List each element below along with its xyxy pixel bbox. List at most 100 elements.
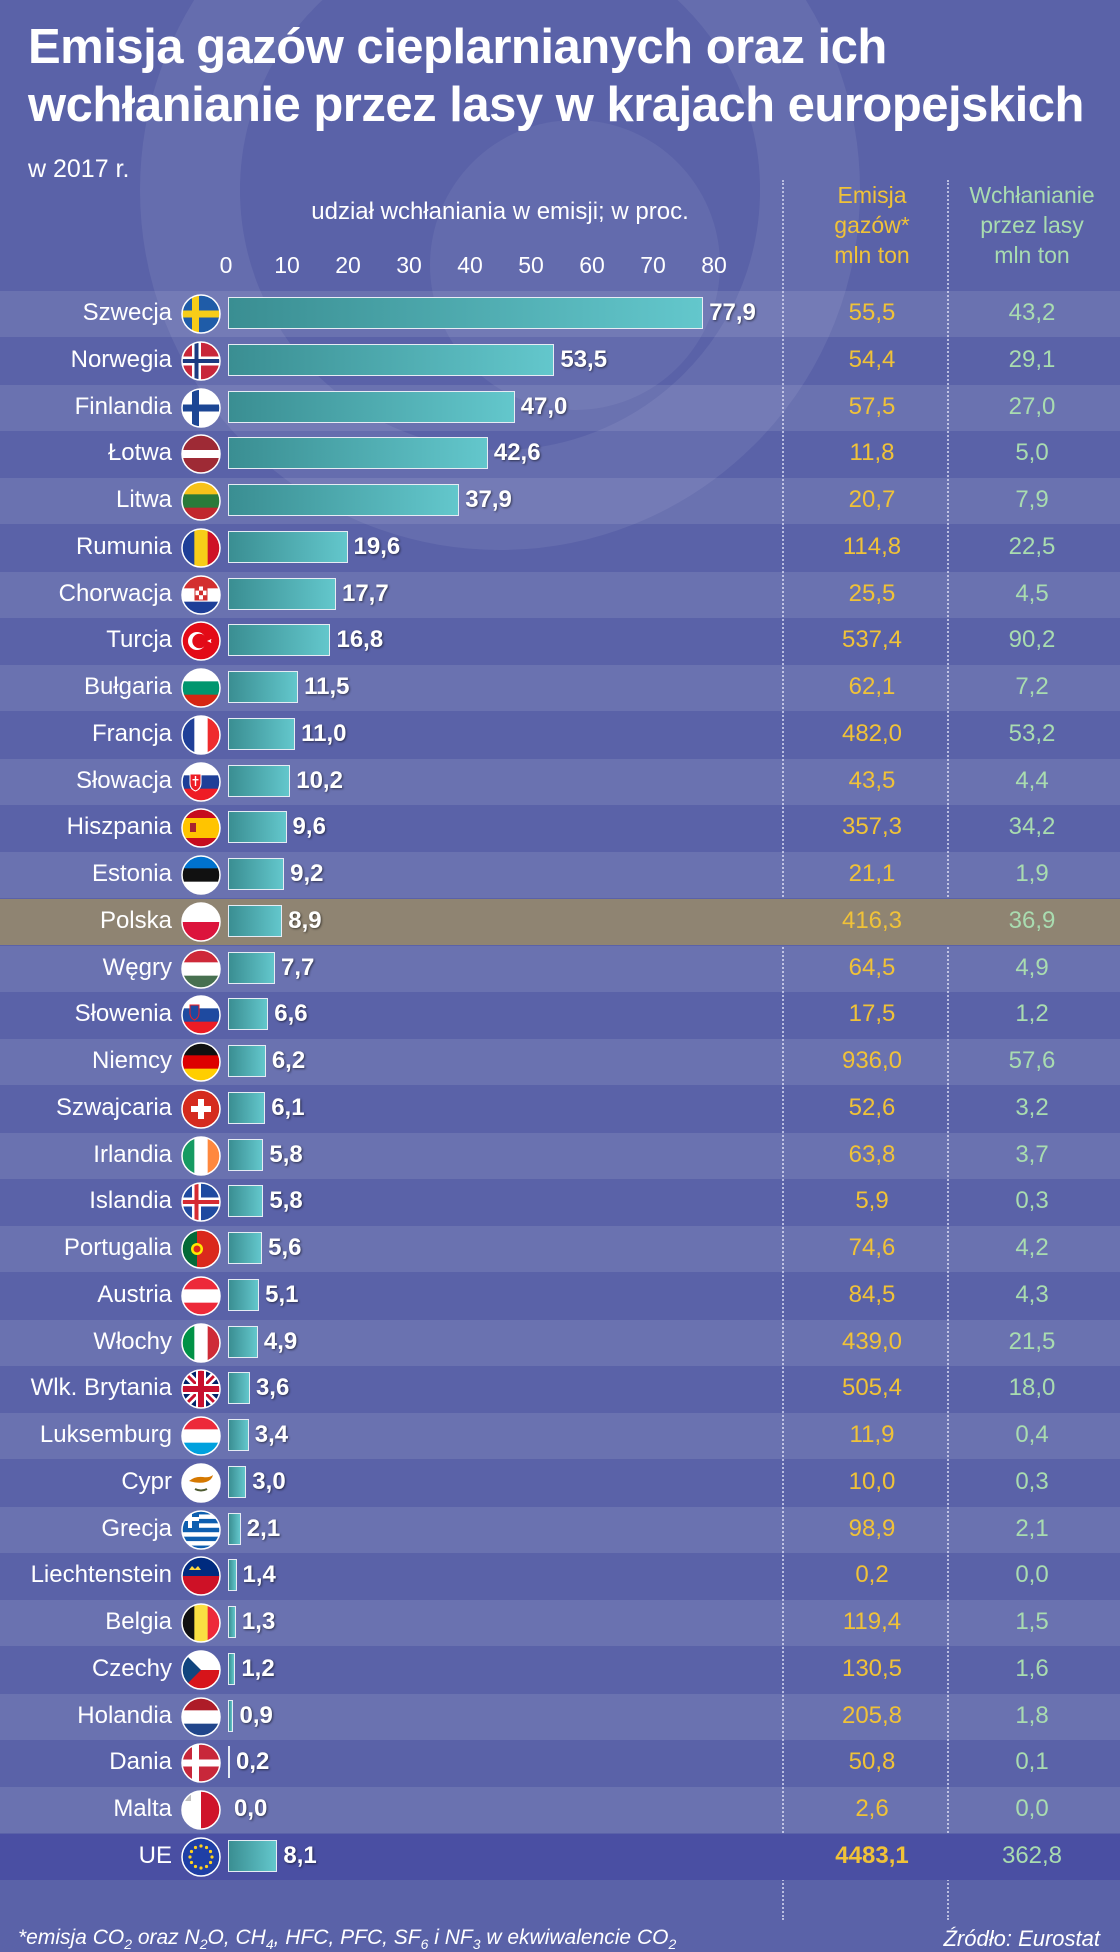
absorption-value: 18,0	[1008, 1374, 1056, 1402]
bar	[228, 1839, 278, 1872]
emission-header-line: Emisja	[837, 182, 907, 208]
absorption-value: 1,2	[1015, 1000, 1049, 1028]
country-row: Francja 11,0 482,0 53,2	[0, 712, 1120, 758]
country-row: Czechy 1,2 130,5 1,6	[0, 1647, 1120, 1693]
bar	[228, 1091, 266, 1124]
bar	[228, 1325, 258, 1358]
country-row: Dania 0,2 50,8 0,1	[0, 1740, 1120, 1786]
bar-value-label: 6,6	[274, 1000, 308, 1028]
emission-value: 98,9	[848, 1514, 896, 1542]
czechia-flag	[181, 1650, 221, 1690]
country-row: Słowenia 6,6 17,5 1,2	[0, 992, 1120, 1038]
bar-value-label: 11,0	[301, 719, 347, 747]
country-label: Liechtenstein	[30, 1561, 172, 1589]
country-row: Niemcy 6,2 936,0 57,6	[0, 1039, 1120, 1085]
x-axis-tick-label: 30	[396, 252, 422, 278]
absorption-value: 1,5	[1015, 1608, 1049, 1635]
bar	[228, 530, 348, 563]
estonia-flag	[181, 855, 221, 895]
absorption-value: 1,6	[1015, 1654, 1049, 1682]
bar-value-label: 37,9	[465, 486, 512, 513]
emission-value: 55,5	[848, 299, 896, 326]
source-note: Źródło: Eurostat	[943, 1926, 1100, 1951]
country-label: Portugalia	[63, 1234, 172, 1261]
emission-value: 52,6	[848, 1093, 896, 1121]
emission-value: 21,1	[848, 860, 896, 887]
country-label: Czechy	[91, 1654, 172, 1682]
bar-value-label: 6,1	[271, 1093, 305, 1121]
absorption-value: 362,8	[1001, 1841, 1063, 1869]
bar	[228, 1372, 250, 1405]
bar-value-label: 5,8	[269, 1187, 303, 1215]
bar	[228, 717, 296, 750]
country-label: Malta	[113, 1795, 172, 1822]
emission-value: 505,4	[841, 1374, 903, 1402]
absorption-column-header: Wchłanianie przez lasy mln ton	[942, 180, 1120, 270]
emission-value: 119,4	[842, 1608, 902, 1635]
country-label: Rumunia	[75, 532, 172, 560]
emission-value: 54,4	[848, 345, 896, 373]
malta-flag	[181, 1790, 221, 1830]
bar-value-label: 11,5	[304, 673, 350, 700]
country-row: Norwegia 53,5 54,4 29,1	[0, 338, 1120, 384]
absorption-value: 2,1	[1015, 1514, 1049, 1542]
bar-value-label: 3,0	[252, 1467, 286, 1495]
bar-value-label: 3,4	[254, 1421, 289, 1448]
poland-flag	[181, 902, 221, 942]
country-label: Belgia	[105, 1608, 172, 1635]
bar	[228, 484, 460, 516]
absorption-value: 7,9	[1015, 486, 1049, 513]
denmark-flag	[181, 1743, 221, 1783]
bar-value-label: 1,2	[241, 1654, 275, 1682]
bar-value-label: 5,1	[265, 1280, 299, 1308]
bulgaria-flag	[181, 668, 221, 708]
country-row: Chorwacja 17,7 25,5 4,5	[0, 571, 1120, 618]
bar	[228, 1278, 260, 1311]
romania-flag	[181, 528, 221, 568]
bar-value-label: 3,6	[255, 1374, 290, 1402]
country-row: Wlk. Brytania 3,6 505,4 18,0	[0, 1366, 1120, 1412]
bar-value-label: 1,4	[242, 1561, 276, 1589]
country-row: Bułgaria 11,5 62,1 7,2	[0, 665, 1120, 711]
bar	[228, 904, 283, 937]
bar	[228, 297, 704, 329]
absorption-value: 21,5	[1008, 1327, 1056, 1355]
country-label: Szwecja	[82, 299, 172, 326]
absorption-value: 29,1	[1008, 345, 1056, 373]
bar-value-label: 53,5	[560, 345, 608, 373]
emission-value: 64,5	[848, 953, 896, 981]
norway-flag	[181, 341, 221, 381]
eu-flag	[181, 1837, 221, 1877]
absorption-value: 22,5	[1008, 532, 1056, 560]
chart-subtitle: w 2017 r.	[28, 155, 130, 183]
slovenia-flag	[181, 995, 221, 1035]
ireland-flag	[181, 1135, 221, 1176]
country-row: Grecja 2,1 98,9 2,1	[0, 1506, 1120, 1553]
x-axis-tick-label: 70	[640, 252, 666, 278]
country-row: Belgia 1,3 119,4 1,5	[0, 1600, 1120, 1646]
absorption-value: 0,4	[1015, 1421, 1049, 1448]
x-axis-tick-label: 60	[579, 252, 605, 278]
country-label: Słowenia	[74, 1000, 172, 1028]
emission-header-line: mln ton	[834, 242, 910, 268]
bar-value-label: 9,6	[292, 813, 326, 841]
bar	[228, 951, 275, 984]
bar	[228, 1045, 266, 1077]
country-label: Niemcy	[91, 1047, 172, 1074]
emission-value: 537,4	[841, 626, 903, 654]
absorption-value: 90,2	[1008, 626, 1056, 654]
country-label: Litwa	[115, 486, 172, 513]
emission-value: 5,9	[855, 1187, 889, 1215]
country-label: Austria	[97, 1280, 172, 1308]
country-label: Francja	[91, 719, 172, 747]
italy-flag	[181, 1322, 221, 1363]
greece-flag	[181, 1509, 221, 1550]
absorption-value: 3,2	[1015, 1093, 1049, 1121]
bar	[228, 998, 269, 1031]
country-row: Węgry 7,7 64,5 4,9	[0, 945, 1120, 992]
bar-value-label: 6,2	[271, 1047, 306, 1074]
emission-value: 62,1	[848, 673, 896, 700]
country-label: Turcja	[106, 626, 172, 654]
bar-value-label: 16,8	[336, 626, 384, 654]
bar-value-label: 8,9	[288, 906, 322, 934]
